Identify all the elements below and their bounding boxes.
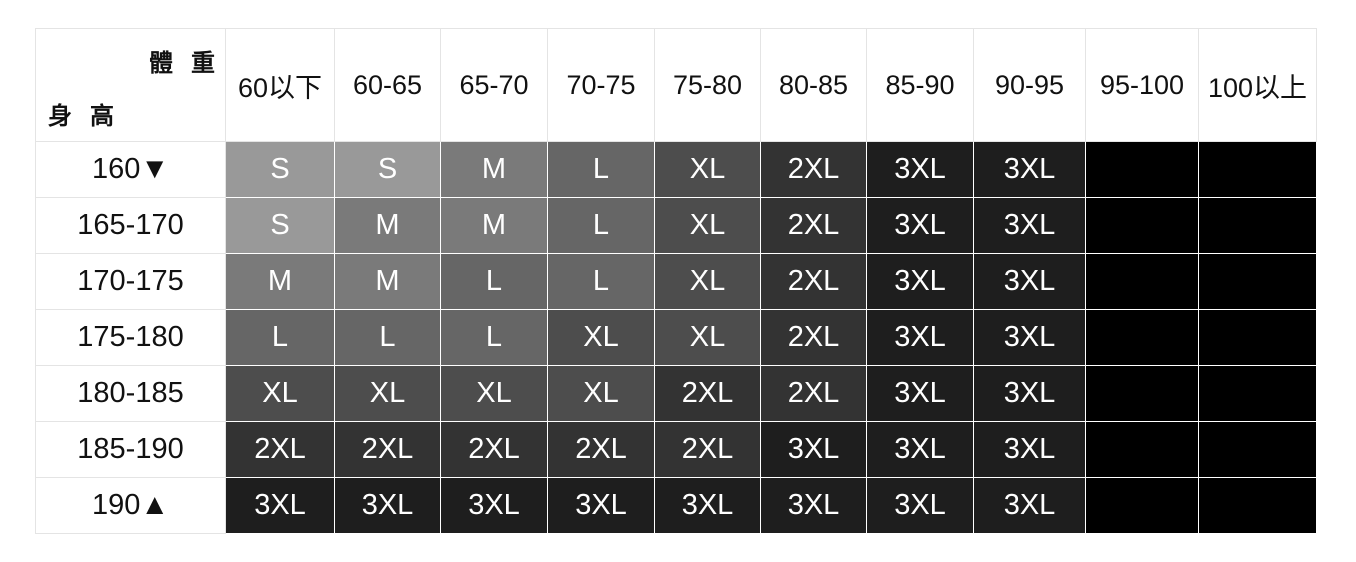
size-cell: M xyxy=(440,141,548,198)
size-cell: L xyxy=(440,253,548,310)
size-cell xyxy=(1085,309,1199,366)
size-cell: L xyxy=(547,141,655,198)
size-cell: M xyxy=(334,197,441,254)
size-cell: 2XL xyxy=(547,421,655,478)
size-cell: 3XL xyxy=(547,477,655,534)
size-cell xyxy=(1198,421,1317,478)
size-cell: 3XL xyxy=(973,309,1086,366)
size-cell xyxy=(1085,365,1199,422)
size-cell: 3XL xyxy=(866,253,974,310)
size-cell: XL xyxy=(225,365,335,422)
size-cell: 3XL xyxy=(866,197,974,254)
size-cell: 3XL xyxy=(866,477,974,534)
size-cell: 3XL xyxy=(760,421,867,478)
size-cell: 3XL xyxy=(973,477,1086,534)
weight-axis-label: 體重 xyxy=(149,50,233,77)
size-cell: 2XL xyxy=(334,421,441,478)
header-row: 體重 身高 60以下 60-65 65-70 70-75 75-80 80-85 85-90… xyxy=(35,28,1317,142)
size-cell: XL xyxy=(654,253,761,310)
size-cell: M xyxy=(225,253,335,310)
size-cell: XL xyxy=(334,365,441,422)
size-cell: 3XL xyxy=(973,141,1086,198)
size-cell: 3XL xyxy=(866,141,974,198)
size-cell: 2XL xyxy=(440,421,548,478)
height-header: 165-170 xyxy=(35,197,226,254)
size-cell xyxy=(1198,253,1317,310)
size-cell: 3XL xyxy=(973,365,1086,422)
height-header: 170-175 xyxy=(35,253,226,310)
size-cell: 3XL xyxy=(440,477,548,534)
table-row: 165-170 S M M L XL 2XL 3XL 3XL xyxy=(35,197,1317,254)
table-row: 190▲ 3XL 3XL 3XL 3XL 3XL 3XL 3XL 3XL xyxy=(35,477,1317,534)
size-cell xyxy=(1198,309,1317,366)
size-cell: 2XL xyxy=(654,421,761,478)
size-cell: 3XL xyxy=(973,197,1086,254)
size-cell: 3XL xyxy=(866,365,974,422)
size-cell: XL xyxy=(654,141,761,198)
size-cell xyxy=(1085,141,1199,198)
size-cell: M xyxy=(440,197,548,254)
size-chart-table: 體重 身高 60以下 60-65 65-70 70-75 75-80 80-85 85-90… xyxy=(35,28,1317,534)
size-cell: L xyxy=(547,197,655,254)
weight-header: 85-90 xyxy=(866,28,974,142)
size-cell: 2XL xyxy=(760,253,867,310)
size-cell: L xyxy=(225,309,335,366)
weight-header: 70-75 xyxy=(547,28,655,142)
size-cell: 2XL xyxy=(760,197,867,254)
height-header: 185-190 xyxy=(35,421,226,478)
size-cell: L xyxy=(334,309,441,366)
size-cell xyxy=(1085,253,1199,310)
size-cell: 3XL xyxy=(866,309,974,366)
height-header: 180-185 xyxy=(35,365,226,422)
weight-header: 80-85 xyxy=(760,28,867,142)
weight-header: 95-100 xyxy=(1085,28,1199,142)
table-row: 160▼ S S M L XL 2XL 3XL 3XL xyxy=(35,141,1317,198)
height-header: 190▲ xyxy=(35,477,226,534)
size-cell: S xyxy=(225,141,335,198)
size-cell: XL xyxy=(547,309,655,366)
weight-header: 60以下 xyxy=(225,28,335,142)
size-cell xyxy=(1085,197,1199,254)
table-row: 185-190 2XL 2XL 2XL 2XL 2XL 3XL 3XL 3XL xyxy=(35,421,1317,478)
size-cell: L xyxy=(547,253,655,310)
height-header: 175-180 xyxy=(35,309,226,366)
weight-header: 65-70 xyxy=(440,28,548,142)
table-row: 170-175 M M L L XL 2XL 3XL 3XL xyxy=(35,253,1317,310)
size-cell: 2XL xyxy=(760,141,867,198)
size-cell xyxy=(1198,141,1317,198)
height-header: 160▼ xyxy=(35,141,226,198)
size-cell: 3XL xyxy=(973,421,1086,478)
size-cell: XL xyxy=(547,365,655,422)
size-cell: XL xyxy=(654,309,761,366)
size-cell: S xyxy=(334,141,441,198)
size-cell xyxy=(1085,421,1199,478)
size-cell: 3XL xyxy=(866,421,974,478)
size-cell: 2XL xyxy=(760,309,867,366)
size-cell: 2XL xyxy=(760,365,867,422)
size-cell: 2XL xyxy=(654,365,761,422)
size-cell xyxy=(1198,365,1317,422)
table-row: 180-185 XL XL XL XL 2XL 2XL 3XL 3XL xyxy=(35,365,1317,422)
weight-header: 75-80 xyxy=(654,28,761,142)
size-cell: 3XL xyxy=(973,253,1086,310)
size-cell: 3XL xyxy=(225,477,335,534)
size-cell: M xyxy=(334,253,441,310)
weight-header: 90-95 xyxy=(973,28,1086,142)
size-cell: L xyxy=(440,309,548,366)
weight-header: 60-65 xyxy=(334,28,441,142)
size-cell xyxy=(1198,477,1317,534)
size-cell: 3XL xyxy=(334,477,441,534)
size-cell: 3XL xyxy=(760,477,867,534)
size-cell: 3XL xyxy=(654,477,761,534)
table-row: 175-180 L L L XL XL 2XL 3XL 3XL xyxy=(35,309,1317,366)
size-cell xyxy=(1198,197,1317,254)
size-cell: S xyxy=(225,197,335,254)
weight-header: 100以上 xyxy=(1198,28,1317,142)
size-cell: 2XL xyxy=(225,421,335,478)
corner-cell: 體重 身高 xyxy=(35,28,226,142)
height-axis-label: 身高 xyxy=(48,103,132,130)
size-cell xyxy=(1085,477,1199,534)
size-cell: XL xyxy=(440,365,548,422)
size-cell: XL xyxy=(654,197,761,254)
